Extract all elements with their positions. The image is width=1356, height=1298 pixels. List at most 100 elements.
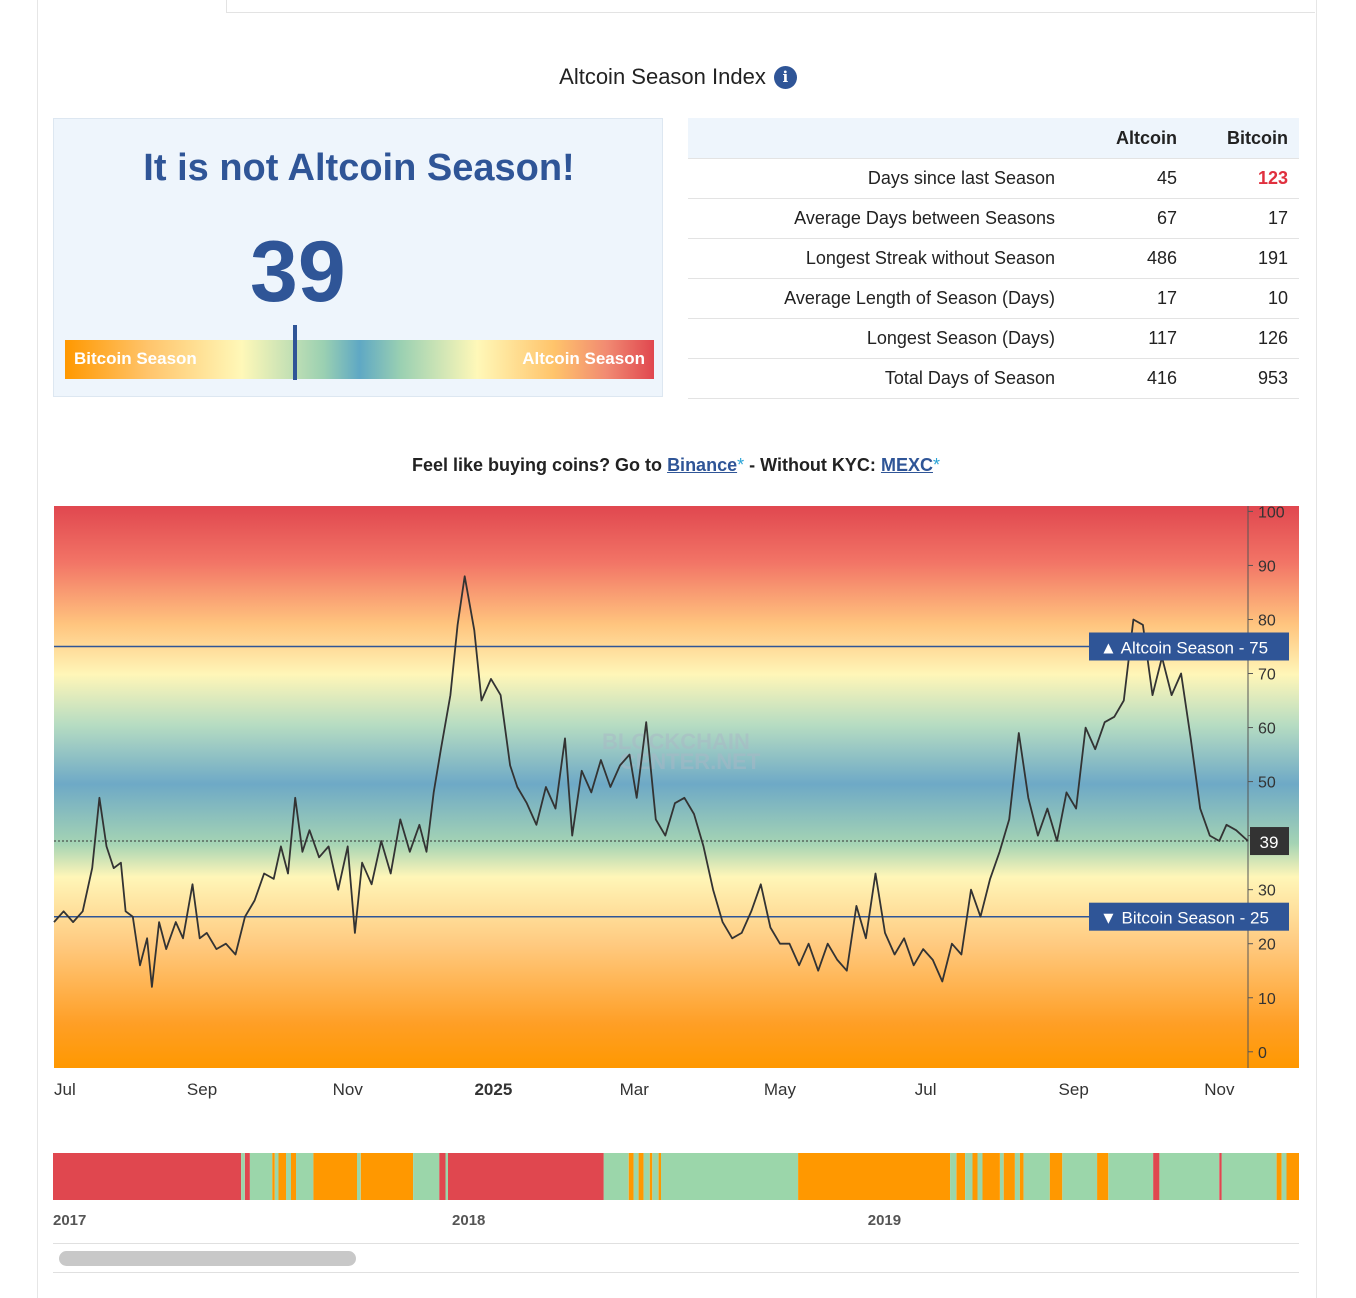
y-tick-label: 50 bbox=[1258, 775, 1276, 792]
table-row: Average Days between Seasons 67 17 bbox=[688, 198, 1299, 239]
row-label: Longest Streak without Season bbox=[688, 238, 1077, 279]
season-segment bbox=[982, 1153, 1000, 1200]
season-segment bbox=[1003, 1153, 1015, 1200]
season-segment bbox=[1097, 1153, 1109, 1200]
gauge-altcoin-label: Altcoin Season bbox=[522, 349, 645, 368]
season-segment bbox=[53, 1153, 242, 1200]
season-segment bbox=[972, 1153, 978, 1200]
x-tick-label: May bbox=[764, 1080, 797, 1099]
altcoin-value: 416 bbox=[1077, 358, 1188, 399]
threshold-label-box bbox=[1089, 632, 1289, 661]
row-label: Total Days of Season bbox=[688, 358, 1077, 399]
threshold-label: ▲ Altcoin Season - 75 bbox=[1100, 639, 1268, 658]
season-segment bbox=[798, 1153, 951, 1200]
x-tick-label: Mar bbox=[620, 1080, 650, 1099]
current-value-label: 39 bbox=[1260, 833, 1279, 852]
table-row: Average Length of Season (Days) 17 10 bbox=[688, 278, 1299, 319]
season-stats-table: Altcoin Bitcoin Days since last Season 4… bbox=[688, 118, 1299, 399]
history-scrollbar[interactable] bbox=[53, 1243, 1299, 1273]
season-segment bbox=[274, 1153, 279, 1200]
season-segment bbox=[413, 1153, 440, 1200]
y-tick-label: 70 bbox=[1258, 667, 1276, 684]
season-segment bbox=[244, 1153, 250, 1200]
season-segment bbox=[977, 1153, 983, 1200]
altcoin-value: 486 bbox=[1077, 238, 1188, 279]
y-tick-label: 0 bbox=[1258, 1045, 1267, 1062]
season-segment bbox=[291, 1153, 296, 1200]
season-history-strip: 2017 2018 2019 bbox=[53, 1153, 1299, 1229]
season-segment bbox=[1000, 1153, 1004, 1200]
index-value: 39 bbox=[250, 224, 346, 320]
season-segment bbox=[1019, 1153, 1024, 1200]
watermark-line1: BLOCKCHAIN bbox=[602, 729, 750, 754]
mexc-link[interactable]: MEXC bbox=[880, 455, 933, 475]
season-segment bbox=[1062, 1153, 1098, 1200]
y-tick-label: 100 bbox=[1258, 504, 1285, 521]
bitcoin-value: 17 bbox=[1188, 198, 1299, 239]
season-segment bbox=[1286, 1153, 1299, 1200]
season-segment bbox=[633, 1153, 639, 1200]
tab-divider bbox=[226, 0, 227, 13]
index-series-line bbox=[53, 575, 1249, 988]
y-tick-label: 20 bbox=[1258, 937, 1276, 954]
altcoin-value: 67 bbox=[1077, 198, 1188, 239]
season-segment bbox=[1023, 1153, 1050, 1200]
season-headline: It is not Altcoin Season! bbox=[143, 147, 575, 189]
binance-link[interactable]: Binance bbox=[667, 455, 738, 475]
table-row: Total Days of Season 416 953 bbox=[688, 358, 1299, 399]
season-segment bbox=[638, 1153, 644, 1200]
x-tick-label: Sep bbox=[1059, 1080, 1089, 1099]
y-tick-label: 10 bbox=[1258, 991, 1276, 1008]
season-segment bbox=[1108, 1153, 1154, 1200]
season-segment bbox=[1014, 1153, 1020, 1200]
x-tick-label: Sep bbox=[187, 1080, 217, 1099]
season-segment bbox=[965, 1153, 973, 1200]
y-tick-label: 80 bbox=[1258, 612, 1276, 629]
table-row: Days since last Season 45 123 bbox=[688, 158, 1299, 199]
season-segment bbox=[1276, 1153, 1282, 1200]
row-label: Average Days between Seasons bbox=[688, 198, 1077, 239]
strip-tick-label: 2019 bbox=[868, 1212, 901, 1229]
season-segment bbox=[278, 1153, 286, 1200]
altcoin-value: 117 bbox=[1077, 318, 1188, 359]
row-label: Days since last Season bbox=[688, 158, 1077, 199]
x-tick-label: Jul bbox=[915, 1080, 937, 1099]
season-segment bbox=[1153, 1153, 1160, 1200]
season-segment bbox=[956, 1153, 966, 1200]
season-segment bbox=[661, 1153, 799, 1200]
season-segment bbox=[950, 1153, 957, 1200]
season-segment bbox=[652, 1153, 659, 1200]
altcoin-value: 17 bbox=[1077, 278, 1188, 319]
season-segment bbox=[658, 1153, 662, 1200]
gauge-bitcoin-label: Bitcoin Season bbox=[74, 349, 197, 368]
season-segment bbox=[357, 1153, 361, 1200]
bitcoin-value: 191 bbox=[1188, 238, 1299, 279]
chart-background bbox=[54, 506, 1299, 1068]
season-segment bbox=[439, 1153, 446, 1200]
y-tick-label: 90 bbox=[1258, 558, 1276, 575]
page-title: Altcoin Season Index i bbox=[0, 64, 1356, 90]
season-status-panel: It is not Altcoin Season! 39 Bitcoin Sea… bbox=[53, 118, 663, 397]
strip-tick-label: 2018 bbox=[452, 1212, 485, 1229]
info-icon[interactable]: i bbox=[773, 65, 797, 89]
table-header-blank bbox=[688, 118, 1077, 159]
season-segment bbox=[286, 1153, 291, 1200]
bitcoin-value: 123 bbox=[1188, 158, 1299, 199]
content-frame bbox=[37, 0, 1317, 1298]
row-label: Longest Season (Days) bbox=[688, 318, 1077, 359]
y-tick-label: 60 bbox=[1258, 721, 1276, 738]
current-value-badge bbox=[1250, 827, 1289, 856]
y-tick-label: 30 bbox=[1258, 883, 1276, 900]
scrollbar-thumb[interactable] bbox=[59, 1251, 356, 1266]
table-row: Longest Season (Days) 117 126 bbox=[688, 318, 1299, 359]
season-segment bbox=[1221, 1153, 1277, 1200]
gauge-marker bbox=[292, 325, 297, 380]
watermark: BLOCKCHAIN CENTER.NET bbox=[602, 729, 761, 774]
season-segment bbox=[628, 1153, 634, 1200]
season-segment bbox=[448, 1153, 604, 1200]
bitcoin-value: 126 bbox=[1188, 318, 1299, 359]
x-tick-label: Jul bbox=[54, 1080, 76, 1099]
altcoin-value: 45 bbox=[1077, 158, 1188, 199]
promo-text: Feel like buying coins? Go to bbox=[412, 455, 663, 475]
